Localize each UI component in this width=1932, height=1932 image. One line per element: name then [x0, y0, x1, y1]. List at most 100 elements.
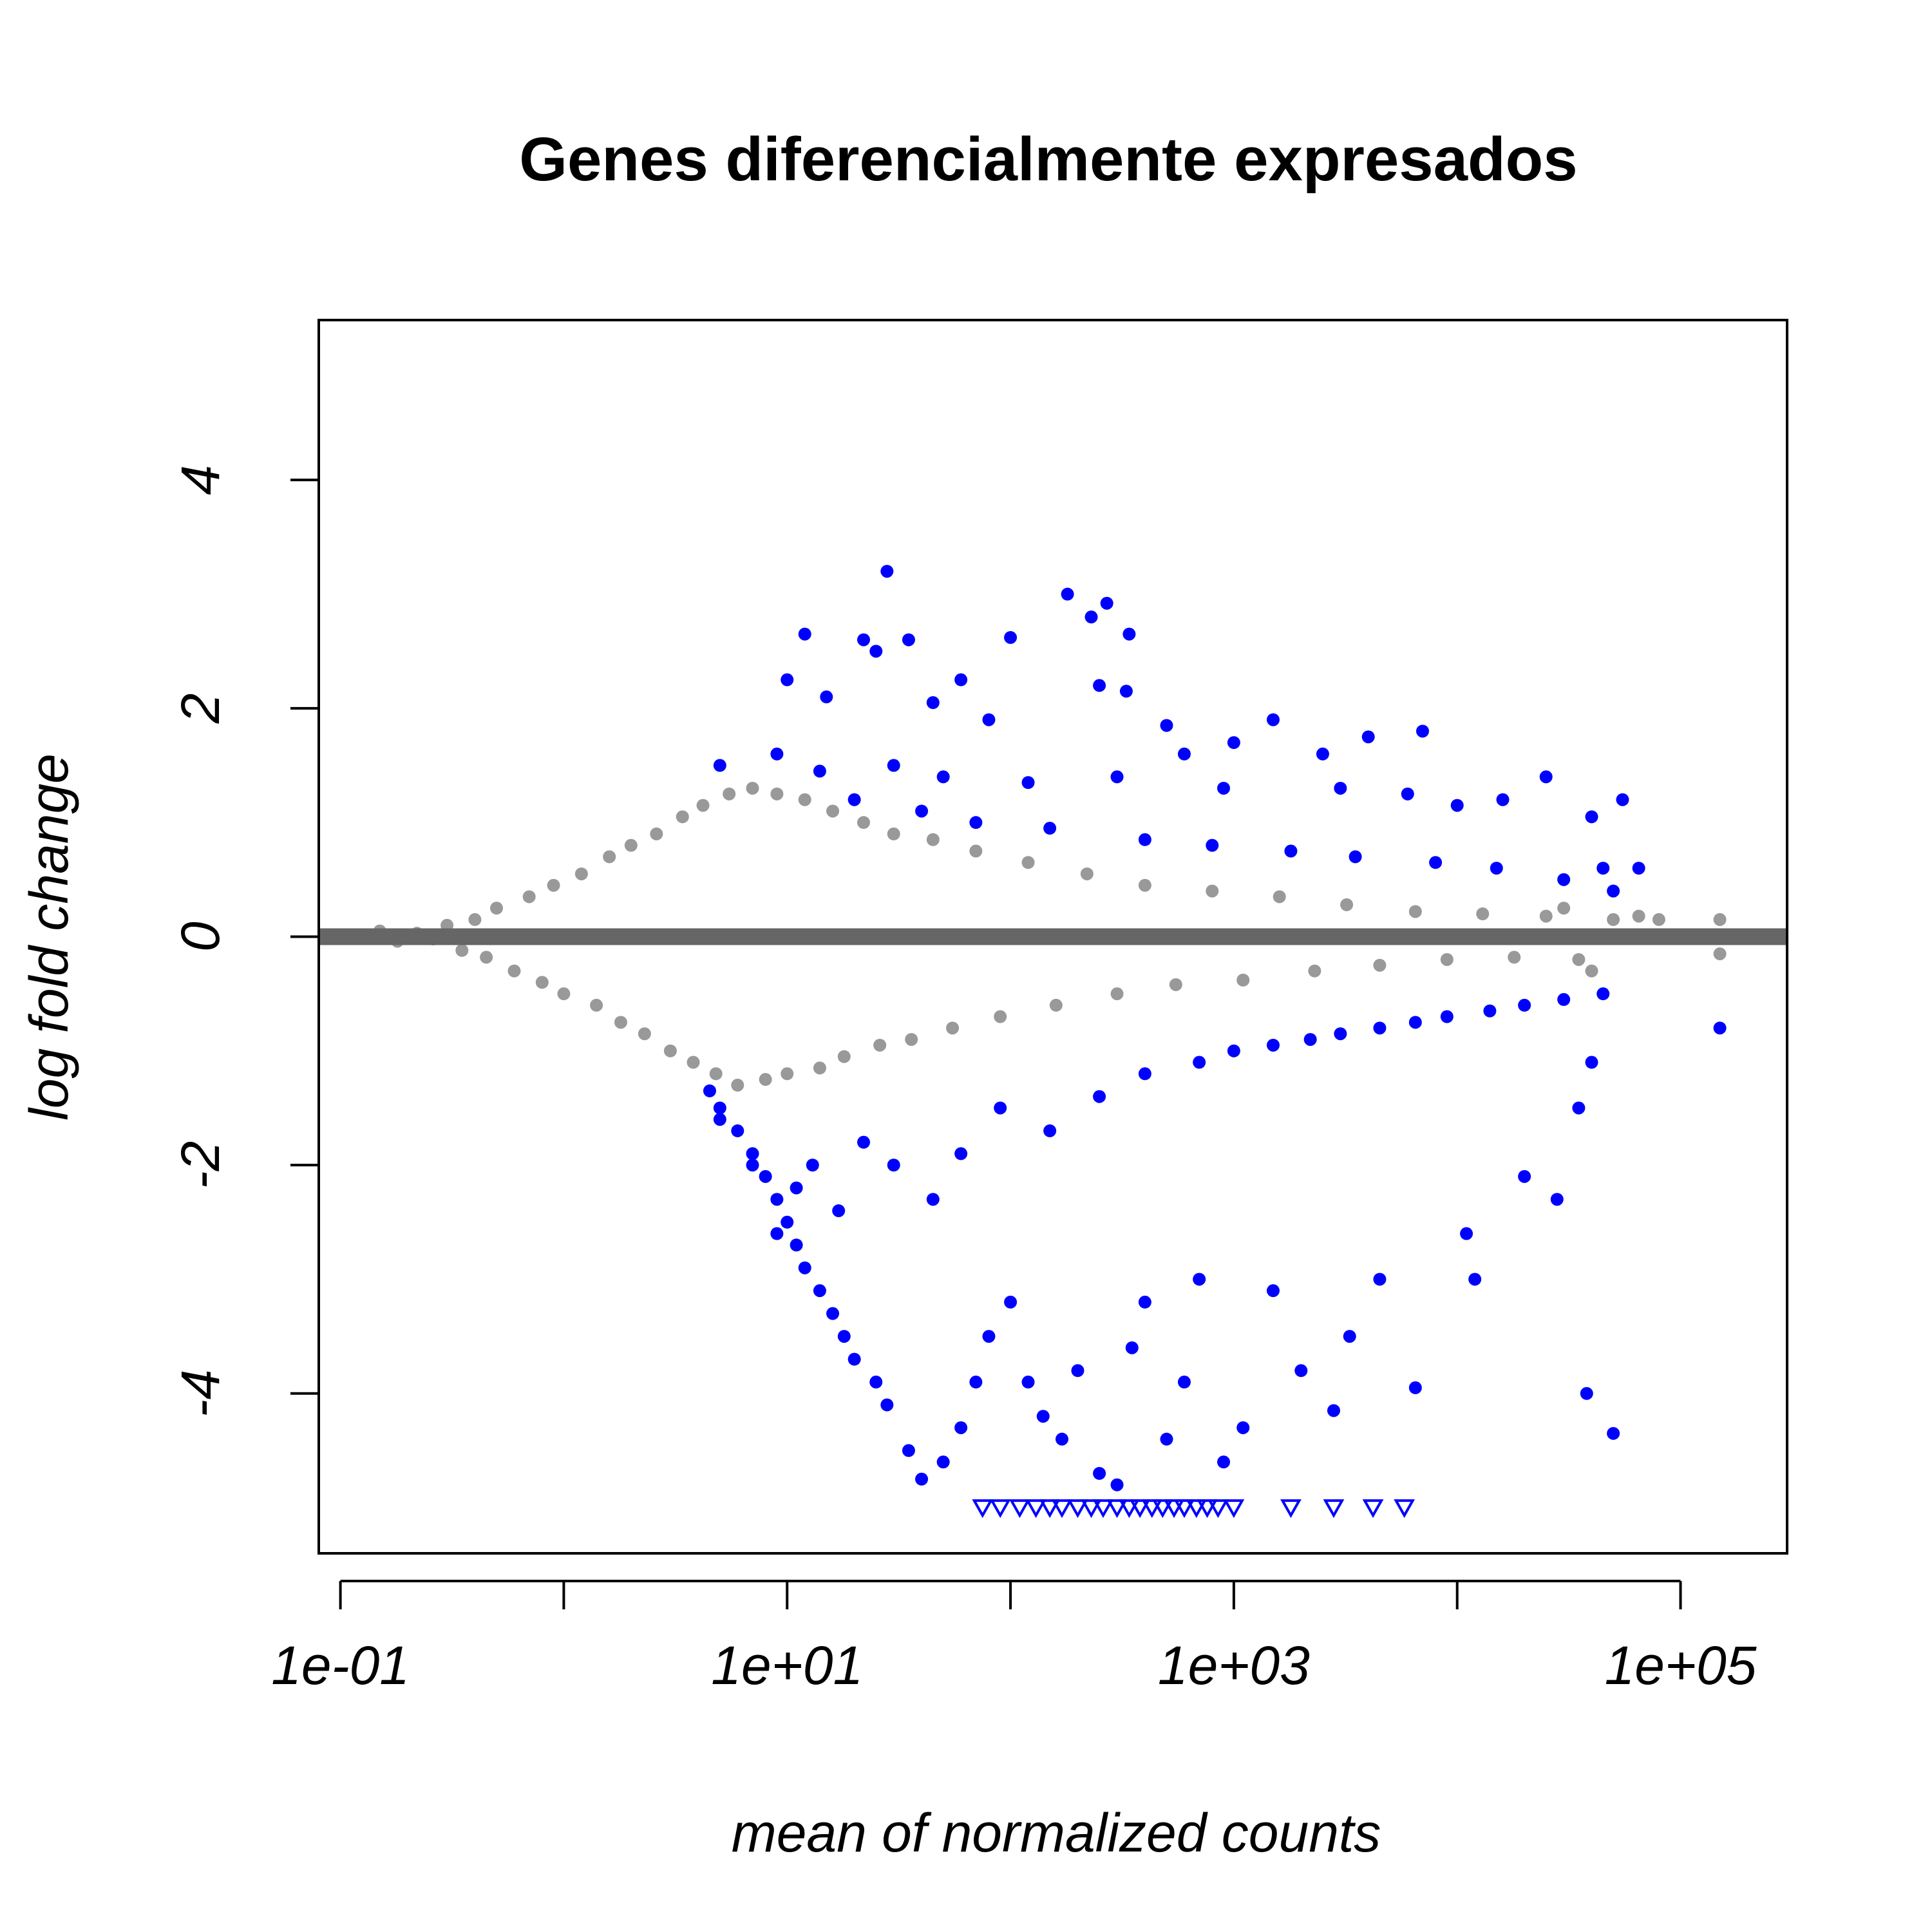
y-tick-label: 4: [170, 465, 231, 495]
gene-point: [1632, 909, 1645, 923]
gene-point: [603, 850, 616, 864]
significant-gene-point: [982, 713, 996, 726]
gene-point: [1440, 952, 1454, 966]
offscale-triangle-point: [972, 1499, 994, 1519]
significant-gene-point: [759, 1170, 772, 1183]
significant-gene-point: [954, 1147, 968, 1160]
gene-point: [759, 1073, 772, 1086]
significant-gene-point: [1227, 736, 1240, 750]
significant-gene-point: [1616, 793, 1629, 806]
gene-point: [1508, 951, 1521, 964]
x-tick-label: 1e+05: [1605, 1635, 1757, 1696]
significant-gene-point: [1284, 844, 1298, 858]
significant-gene-point: [954, 673, 968, 687]
gene-point: [826, 804, 840, 818]
gene-point: [857, 816, 871, 829]
significant-gene-point: [1572, 1101, 1586, 1115]
significant-gene-point: [880, 1398, 894, 1412]
offscale-triangle-point: [989, 1499, 1011, 1519]
gene-point: [1308, 964, 1321, 978]
offscale-triangle-point: [1081, 1499, 1102, 1519]
significant-gene-point: [982, 1330, 996, 1343]
x-tick-label: 1e+01: [711, 1635, 863, 1696]
significant-gene-point: [1580, 1387, 1593, 1400]
significant-gene-point: [848, 793, 861, 806]
significant-gene-point: [813, 764, 826, 778]
significant-gene-point: [832, 1204, 846, 1218]
gene-point: [663, 1044, 677, 1057]
significant-gene-point: [1440, 1010, 1454, 1023]
significant-gene-point: [798, 627, 811, 641]
significant-gene-point: [1206, 838, 1219, 852]
significant-gene-point: [1138, 1067, 1151, 1081]
significant-gene-point: [1327, 1404, 1340, 1417]
significant-gene-point: [1084, 611, 1098, 624]
significant-gene-point: [770, 1227, 784, 1240]
significant-gene-point: [1550, 1193, 1564, 1206]
significant-gene-point: [1266, 713, 1280, 726]
significant-gene-point: [806, 1159, 819, 1172]
significant-gene-point: [1713, 1021, 1727, 1035]
offscale-triangle-point: [1092, 1499, 1114, 1519]
offscale-triangle-point: [1362, 1499, 1384, 1519]
significant-gene-point: [813, 1284, 826, 1298]
significant-gene-point: [1373, 1273, 1387, 1286]
significant-gene-point: [1539, 770, 1553, 784]
x-tick-label: 1e+03: [1158, 1635, 1310, 1696]
significant-gene-point: [1110, 770, 1124, 784]
significant-gene-point: [969, 1376, 983, 1389]
gene-point: [1408, 905, 1422, 918]
gene-point: [926, 833, 940, 846]
gene-point: [1557, 902, 1571, 915]
gene-point: [1080, 867, 1094, 880]
chart-title: Genes diferencialmente expresados: [519, 125, 1577, 194]
offscale-triangle-point: [1173, 1499, 1195, 1519]
significant-gene-point: [798, 1261, 811, 1274]
significant-gene-point: [869, 645, 883, 658]
gene-point: [638, 1027, 651, 1041]
significant-gene-point: [713, 1113, 726, 1126]
gene-point: [455, 943, 469, 957]
significant-gene-point: [770, 1193, 784, 1206]
gene-point: [798, 793, 811, 806]
significant-gene-point: [1373, 1021, 1387, 1035]
y-tick-label: 0: [170, 922, 231, 952]
significant-gene-point: [703, 1084, 716, 1097]
gene-point: [676, 810, 689, 824]
gene-point: [1539, 909, 1553, 923]
significant-gene-point: [1021, 776, 1035, 790]
offscale-triangle-point: [1207, 1499, 1229, 1519]
y-tick-label: 2: [170, 694, 231, 724]
offscale-triangle-point: [1141, 1499, 1163, 1519]
gene-point: [1373, 958, 1387, 972]
significant-gene-point: [1557, 993, 1571, 1007]
gene-point: [731, 1079, 744, 1092]
gene-point: [873, 1038, 887, 1052]
offscale-triangle-point: [1323, 1499, 1345, 1519]
significant-gene-point: [1401, 787, 1414, 800]
offscale-triangle-point: [1394, 1499, 1416, 1519]
significant-gene-point: [969, 816, 983, 829]
offscale-triangle-point: [1280, 1499, 1302, 1519]
offscale-triangle-point: [1025, 1499, 1047, 1519]
gene-point: [746, 781, 759, 795]
gene-point: [522, 890, 536, 904]
significant-gene-point: [1236, 1421, 1250, 1434]
gene-point: [1021, 856, 1035, 869]
gene-point: [813, 1061, 826, 1075]
significant-gene-point: [1004, 1295, 1018, 1309]
significant-gene-point: [887, 759, 900, 772]
gene-point: [696, 799, 710, 812]
y-tick-label: -4: [170, 1369, 231, 1417]
significant-gene-point: [1361, 730, 1375, 744]
significant-gene-point: [1316, 747, 1329, 761]
significant-gene-point: [1119, 685, 1133, 698]
offscale-triangle-point: [1223, 1499, 1245, 1519]
gene-point: [1169, 978, 1182, 991]
significant-gene-point: [1518, 1170, 1531, 1183]
significant-gene-point: [954, 1421, 968, 1434]
gene-point: [837, 1050, 851, 1063]
significant-gene-point: [731, 1124, 744, 1137]
gene-point: [547, 878, 560, 892]
significant-gene-point: [1138, 1295, 1151, 1309]
